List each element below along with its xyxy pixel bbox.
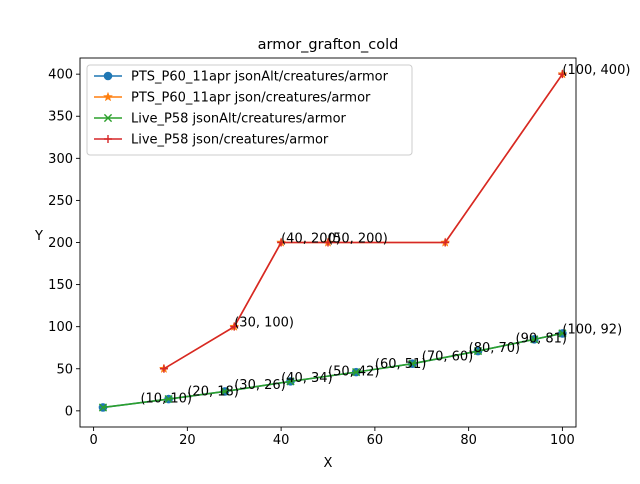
data-point [441,238,450,247]
data-point [324,238,332,247]
legend-entry: Live_P58 json/creatures/armor [94,133,329,148]
legend-marker [104,135,112,143]
data-annotation: (80, 70) [469,341,521,356]
y-axis-label: Y [34,229,43,244]
data-point [530,335,539,344]
data-point [352,368,361,377]
legend-marker [103,113,113,123]
legend-entry: Live_P58 jsonAlt/creatures/armor [94,112,347,127]
y-tick-label: 150 [48,278,73,293]
data-point [277,238,286,247]
legend-label: Live_P58 json/creatures/armor [131,133,329,148]
data-annotation: (100, 92) [562,322,622,337]
data-point [220,387,229,396]
y-tick-label: 300 [48,152,73,167]
legend-label: PTS_P60_11apr json/creatures/armor [131,91,371,106]
y-tick-label: 50 [56,362,73,377]
data-point [408,359,417,368]
y-tick-label: 400 [48,68,73,83]
x-tick-label: 60 [367,433,384,448]
legend-marker [103,71,113,81]
data-point [286,377,295,386]
y-tick-label: 0 [65,404,73,419]
legend: PTS_P60_11apr jsonAlt/creatures/armor PTS… [86,64,413,156]
data-point [558,329,567,338]
legend-label: PTS_P60_11apr jsonAlt/creatures/armor [131,70,389,85]
legend-label: Live_P58 jsonAlt/creatures/armor [131,112,347,127]
data-annotation: (40, 200) [281,232,341,247]
x-tick-label: 40 [273,433,290,448]
data-annotation: (50, 200) [328,232,388,247]
series-line [163,73,564,370]
y-tick-label: 100 [48,320,73,335]
legend-entry: PTS_P60_11apr jsonAlt/creatures/armor [94,70,389,85]
data-annotation: (60, 51) [375,357,427,372]
data-annotation: (70, 60) [422,349,474,364]
y-tick-label: 350 [48,110,73,125]
data-annotation: (40, 34) [281,371,333,386]
data-point [230,322,239,331]
x-tick-label: 100 [550,433,575,448]
data-annotation: (10, 10) [140,391,192,406]
y-tick-label: 200 [48,236,73,251]
x-axis-label: X [324,456,333,471]
legend-box [86,64,413,156]
data-point [558,70,567,79]
data-point [164,394,173,404]
data-annotation: (50, 42) [328,364,380,379]
data-annotation: (100, 400) [562,63,630,78]
data-annotation: (30, 100) [234,316,294,331]
x-tick-label: 20 [179,433,196,448]
legend-entry: PTS_P60_11apr json/creatures/armor [94,91,371,106]
data-point [159,364,168,373]
data-annotation: (30, 26) [234,378,285,393]
data-point [473,346,483,356]
y-tick-label: 250 [48,194,73,209]
plot-area: (10, 10)(20, 18)(30, 26)(40, 34)(50, 42)… [48,57,630,448]
data-annotation: (20, 18) [187,385,239,400]
x-tick-label: 0 [89,433,97,448]
series-3 [159,70,567,373]
x-tick-label: 80 [460,433,477,448]
series-2 [98,329,567,412]
data-annotation: (90, 81) [516,332,568,347]
chart-title: armor_grafton_cold [258,37,399,53]
legend-marker [102,91,114,102]
data-point [98,403,108,412]
